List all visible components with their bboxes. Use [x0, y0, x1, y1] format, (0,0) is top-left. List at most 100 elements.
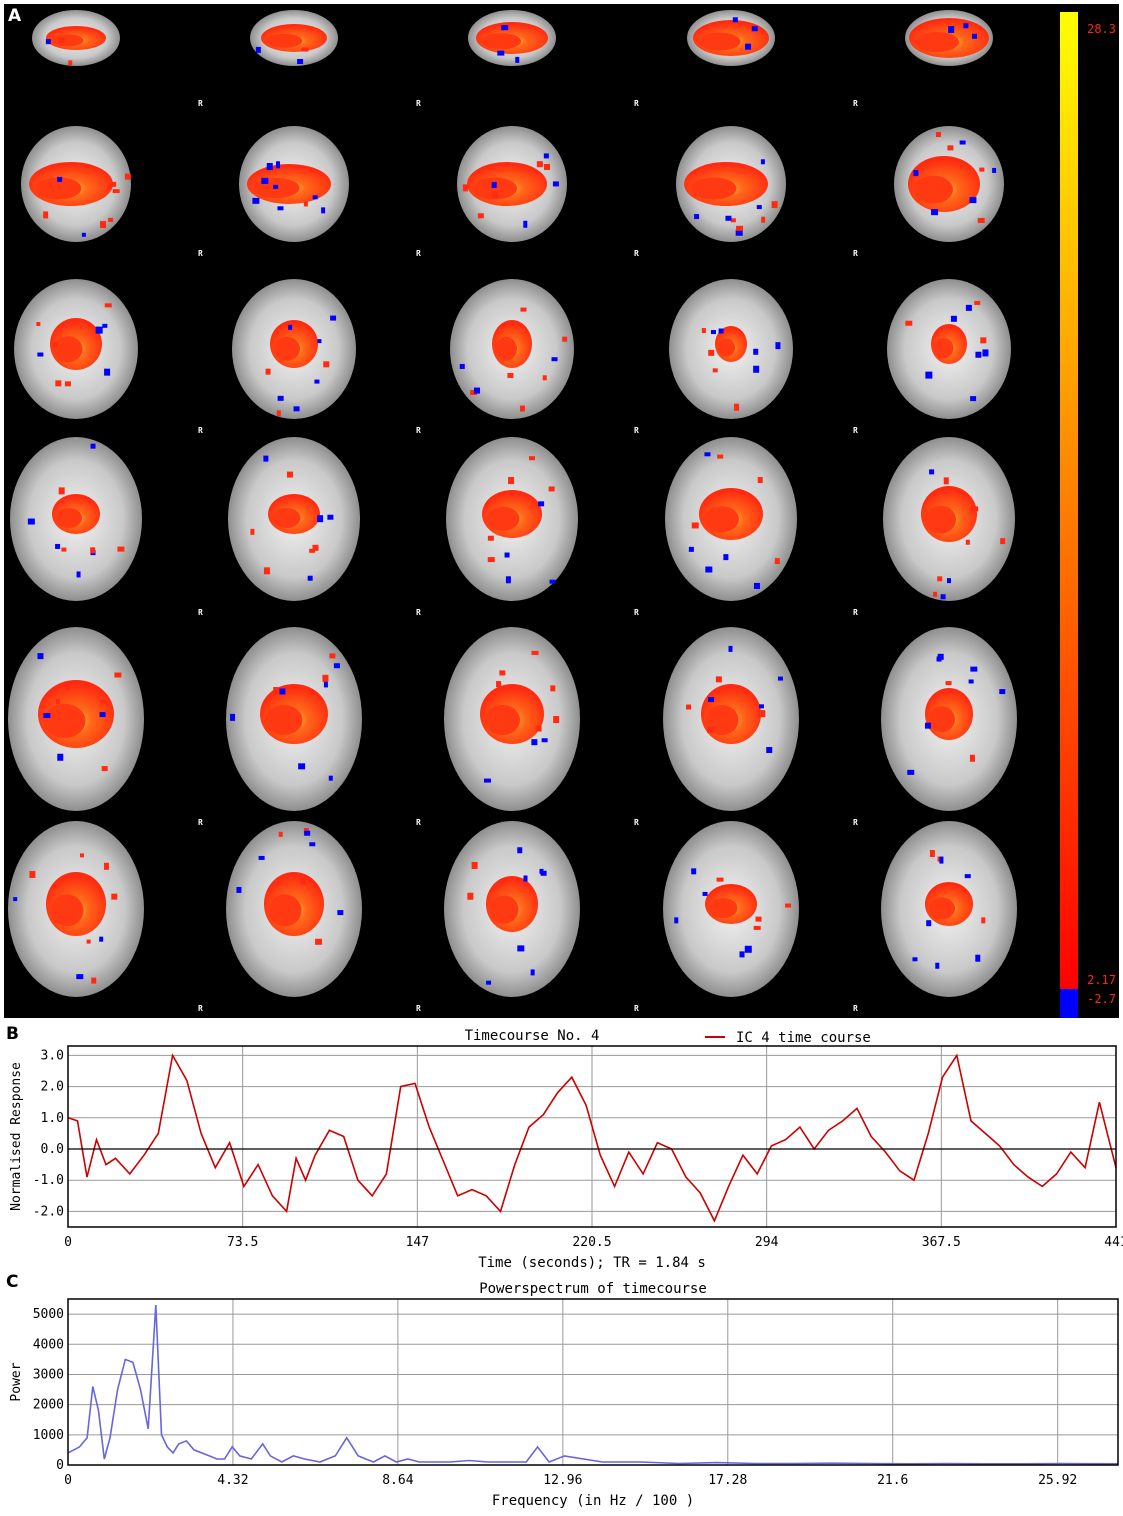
positive-activation-speck — [736, 225, 744, 231]
negative-activation-speck — [277, 206, 284, 211]
positive-activation-speck — [935, 132, 941, 138]
positive-activation — [50, 34, 84, 47]
positive-activation-speck — [103, 862, 109, 870]
positive-activation — [933, 338, 954, 358]
positive-activation-speck — [29, 870, 36, 878]
negative-activation-speck — [486, 980, 492, 985]
positive-activation-speck — [562, 336, 568, 342]
negative-activation-speck — [970, 666, 978, 672]
positive-activation-speck — [322, 674, 329, 682]
negative-activation-speck — [992, 167, 997, 173]
negative-activation-speck — [552, 181, 559, 187]
positive-activation-speck — [55, 699, 60, 705]
positive-activation-speck — [86, 939, 91, 944]
orientation-marker: R — [198, 608, 203, 617]
brain-slice: R — [32, 10, 203, 108]
x-tick-label: 73.5 — [227, 1235, 258, 1250]
positive-activation-speck — [734, 403, 740, 411]
x-tick-label: 441 — [1104, 1235, 1123, 1250]
positive-activation-speck — [1000, 538, 1006, 545]
negative-activation-speck — [304, 830, 311, 836]
positive-activation-speck — [58, 37, 65, 43]
positive-activation-speck — [471, 861, 478, 869]
positive-activation-speck — [542, 375, 547, 381]
negative-activation-speck — [705, 566, 713, 573]
brain-slice: R — [468, 10, 639, 108]
brain-slice: R — [10, 437, 203, 617]
y-axis-label: Power — [9, 1362, 24, 1401]
negative-activation-speck — [970, 396, 977, 402]
timecourse-chart: 0 73.5 147 220.5 294 367.5 441 3.0 2.0 1.0 0.0 -1.0… — [9, 1028, 1123, 1270]
positive-activation-speck — [519, 405, 525, 412]
positive-activation-speck — [712, 368, 718, 373]
slice-grid: RRRRRRRRRRRRRRRRRRRRRRRRRRRRRR — [8, 10, 1076, 1013]
negative-activation-speck — [275, 161, 280, 169]
orientation-marker: R — [853, 818, 858, 827]
positive-activation-speck — [53, 342, 58, 348]
negative-activation-speck — [972, 33, 978, 39]
x-tick-label: 12.96 — [543, 1473, 582, 1488]
negative-activation-speck — [483, 778, 491, 783]
negative-activation-speck — [102, 323, 108, 328]
negative-activation-speck — [45, 39, 51, 45]
negative-activation-speck — [735, 229, 743, 236]
positive-activation — [484, 705, 520, 735]
orientation-marker: R — [853, 426, 858, 435]
positive-activation-speck — [508, 477, 515, 485]
colorbar-positive-threshold-label: 2.17 — [1087, 973, 1116, 987]
negative-activation-speck — [982, 349, 989, 357]
y-tick-label: -1.0 — [33, 1173, 64, 1188]
positive-activation — [271, 508, 301, 528]
positive-activation — [473, 177, 517, 200]
y-tick-label: 0.0 — [41, 1142, 64, 1157]
y-axis-label: Normalised Response — [9, 1062, 24, 1211]
positive-activation-speck — [276, 410, 281, 417]
brain-slice: R — [226, 627, 421, 827]
negative-activation-speck — [924, 722, 931, 729]
x-tick-label: 8.64 — [382, 1473, 413, 1488]
negative-activation-speck — [328, 775, 333, 781]
positive-activation-speck — [124, 173, 131, 180]
positive-activation — [273, 336, 300, 361]
x-axis-label: Time (seconds); TR = 1.84 s — [478, 1255, 706, 1270]
positive-activation — [690, 177, 737, 200]
negative-activation-speck — [517, 945, 525, 952]
positive-activation-speck — [263, 567, 270, 575]
positive-activation — [495, 336, 517, 361]
positive-activation-speck — [110, 181, 117, 187]
negative-activation-speck — [939, 856, 944, 864]
positive-activation-speck — [312, 544, 319, 551]
positive-activation-speck — [496, 681, 502, 688]
brain-slice: R — [881, 627, 1076, 827]
panel-label-c: C — [6, 1272, 19, 1292]
negative-activation-speck — [252, 197, 260, 204]
brain-slice: R — [8, 627, 203, 827]
positive-activation — [928, 706, 955, 733]
positive-activation-speck — [971, 506, 979, 512]
powerspectrum-chart: 0 4.32 8.64 12.96 17.28 21.6 25.92 5000 4000 3000… — [9, 1281, 1119, 1509]
x-axis-label: Frequency (in Hz / 100 ) — [492, 1493, 694, 1509]
positive-activation — [925, 505, 956, 534]
orientation-marker: R — [853, 99, 858, 108]
y-tick-label: 3.0 — [41, 1048, 64, 1063]
positive-activation-speck — [315, 938, 323, 945]
x-tick-label: 25.92 — [1038, 1473, 1077, 1488]
brain-slice: R — [444, 627, 639, 827]
positive-activation-speck — [520, 307, 527, 312]
negative-activation-speck — [13, 897, 18, 902]
orientation-marker: R — [416, 608, 421, 617]
negative-activation-speck — [55, 543, 61, 549]
series-line — [67, 1053, 1117, 1223]
positive-activation-speck — [686, 704, 692, 710]
positive-activation-speck — [929, 849, 935, 857]
positive-activation — [43, 703, 86, 738]
legend-label: IC 4 time course — [736, 1030, 871, 1046]
negative-activation-speck — [718, 328, 724, 334]
negative-activation-speck — [330, 315, 337, 321]
negative-activation-speck — [81, 232, 86, 237]
orientation-marker: R — [634, 1004, 639, 1013]
positive-activation-speck — [753, 925, 761, 930]
brain-slice-mosaic: RRRRRRRRRRRRRRRRRRRRRRRRRRRRRR — [8, 10, 1078, 1018]
brain-slice: R — [905, 10, 1076, 108]
positive-activation-speck — [548, 486, 555, 492]
